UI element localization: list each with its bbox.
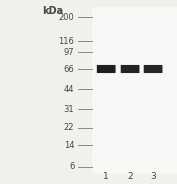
Text: 44: 44 bbox=[64, 85, 74, 94]
Text: 116: 116 bbox=[58, 37, 74, 46]
Text: 31: 31 bbox=[64, 105, 74, 114]
FancyBboxPatch shape bbox=[144, 65, 162, 73]
Text: 97: 97 bbox=[64, 48, 74, 57]
Text: kDa: kDa bbox=[42, 6, 64, 15]
Text: 1: 1 bbox=[103, 172, 109, 181]
Text: 14: 14 bbox=[64, 141, 74, 150]
Text: 6: 6 bbox=[69, 162, 74, 171]
Text: 3: 3 bbox=[150, 172, 156, 181]
Text: 66: 66 bbox=[64, 65, 74, 73]
Text: 22: 22 bbox=[64, 123, 74, 132]
Text: 2: 2 bbox=[127, 172, 133, 181]
Bar bbox=[92, 7, 177, 174]
Text: 200: 200 bbox=[59, 13, 74, 22]
FancyBboxPatch shape bbox=[97, 65, 116, 73]
FancyBboxPatch shape bbox=[121, 65, 139, 73]
